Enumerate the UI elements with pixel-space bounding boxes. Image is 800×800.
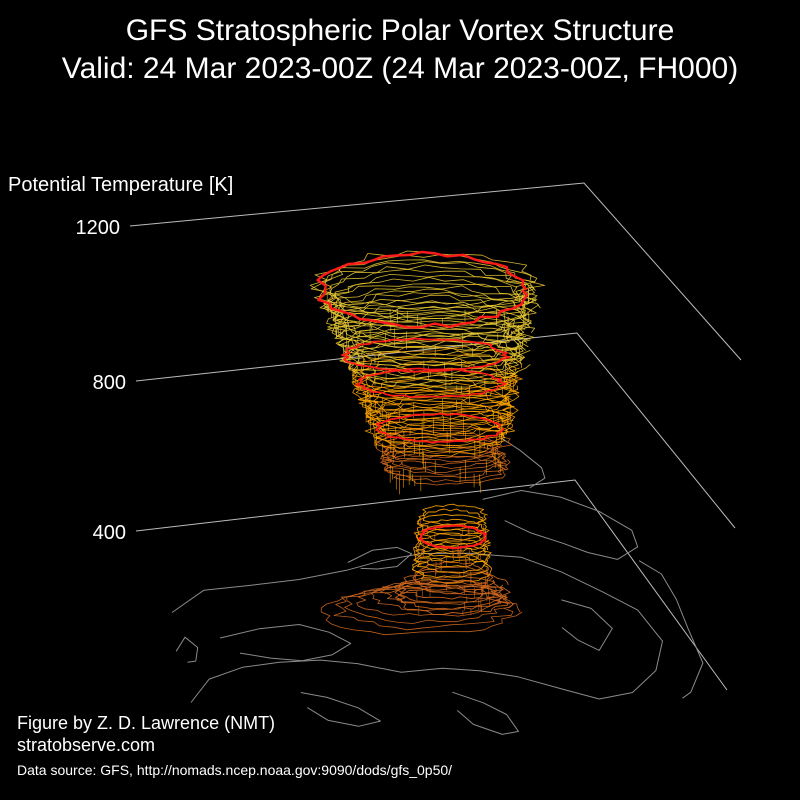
coastline-4 [561, 599, 613, 651]
vortex-contour-12 [416, 528, 490, 553]
title-line-1: GFS Stratospheric Polar Vortex Structure [125, 14, 675, 47]
vortex-contour-17 [422, 503, 488, 526]
coastline-5 [300, 692, 381, 727]
site-credit: stratobserve.com [17, 735, 156, 755]
vortex-isosurface [309, 250, 545, 636]
vortex-contour-8 [413, 546, 490, 574]
vortex-edge-contour-0 [316, 250, 529, 329]
vortex-contour-28 [380, 439, 507, 473]
coastline-7 [452, 691, 519, 735]
vortex-contour-66 [327, 294, 530, 348]
vortex-contour-58 [348, 327, 531, 375]
vortex-contour-31 [374, 428, 503, 463]
z-tick-400: 400 [93, 522, 126, 544]
vortex-contour-43 [361, 382, 514, 424]
vortex-contour-38 [367, 402, 514, 441]
z-grid [129, 182, 742, 691]
vortex-contour-27 [380, 443, 511, 476]
title-line-2: Valid: 24 Mar 2023-00Z (24 Mar 2023-00Z,… [61, 52, 739, 85]
vortex-contour-25 [381, 450, 509, 483]
vortex-contour-50 [352, 357, 518, 399]
coastline-3 [347, 546, 413, 570]
vortex-contour-30 [384, 433, 498, 466]
z-grid-line-400 [135, 479, 728, 691]
coastline-1 [219, 624, 352, 662]
vortex-edge-contour-4 [418, 524, 487, 550]
vortex-contour-21 [356, 583, 508, 617]
vortex-contour-78 [309, 250, 545, 310]
vortex-contour-73 [313, 268, 537, 326]
vortex-edge-contour-1 [341, 337, 510, 373]
z-axis-label: Potential Temperature [K] [8, 174, 234, 196]
vortex-contour-70 [323, 283, 541, 338]
vortex-contour-16 [416, 508, 486, 531]
coastline-6 [175, 636, 199, 663]
z-tick-labels: 400 800 1200 [76, 217, 127, 544]
vortex-contour-46 [355, 371, 520, 413]
vortex-contour-19 [333, 585, 514, 631]
z-grid-line-1200 [129, 182, 742, 361]
vortex-contour-64 [326, 301, 526, 356]
vortex-contour-71 [327, 276, 540, 331]
coastline-8 [638, 560, 704, 699]
vortex-contour-10 [412, 537, 488, 563]
coastlines [171, 437, 704, 735]
vortex-contour-47 [352, 367, 520, 411]
z-tick-1200: 1200 [76, 217, 121, 239]
vortex-contour-40 [365, 393, 519, 435]
data-source: Data source: GFS, http://nomads.ncep.noa… [17, 762, 453, 778]
z-grid-line-800 [135, 332, 736, 529]
vortex-contour-52 [348, 347, 519, 394]
vortex-contour-49 [351, 360, 512, 404]
title-block: GFS Stratospheric Polar Vortex Structure… [0, 12, 800, 88]
vortex-contour-67 [326, 291, 532, 347]
coastline-2 [482, 490, 639, 560]
vortex-contour-18 [320, 588, 523, 636]
vortex-contour-7 [411, 551, 489, 578]
vortex-edge-contour-3 [375, 412, 505, 444]
coastline-9 [500, 437, 546, 489]
vortex-contour-29 [382, 435, 503, 469]
vortex-contour-15 [417, 513, 487, 537]
vortex-contour-11 [414, 532, 491, 558]
coastline-0 [171, 552, 663, 703]
vortex-contour-75 [317, 261, 538, 319]
vortex-contour-76 [320, 259, 536, 317]
vortex-contour-14 [416, 518, 490, 542]
vortex-edge-contour-2 [355, 367, 507, 398]
author-credit: Figure by Z. D. Lawrence (NMT) [17, 713, 276, 733]
vortex-contour-23 [379, 579, 501, 605]
vortex-contour-34 [374, 416, 508, 453]
credits: Figure by Z. D. Lawrence (NMT) stratobse… [17, 712, 275, 756]
vortex-contour-63 [331, 305, 536, 360]
z-tick-800: 800 [93, 372, 126, 394]
